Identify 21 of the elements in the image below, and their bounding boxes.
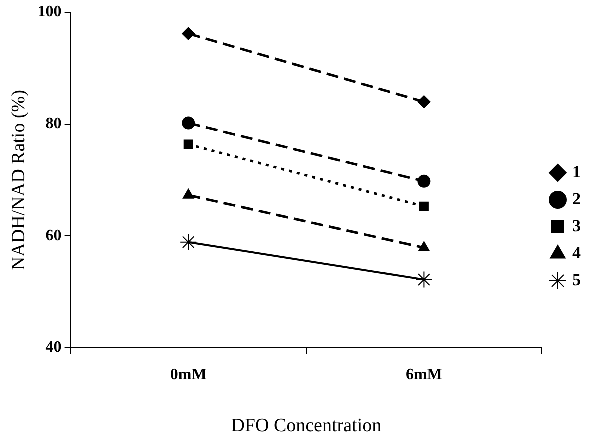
x-tick-label: 6mM: [406, 366, 442, 384]
legend-label: 4: [572, 243, 582, 262]
y-tick-label: 80: [46, 116, 62, 133]
legend-label: 5: [572, 270, 581, 290]
point: [418, 174, 431, 188]
point: [184, 140, 194, 150]
y-tick-label: 60: [46, 227, 62, 244]
x-axis-title: DFO Concentration: [231, 416, 382, 437]
legend-label: 3: [572, 216, 581, 236]
point: [182, 116, 196, 130]
y-axis-title: NADH/NAD Ratio (%): [8, 90, 30, 271]
point: [182, 27, 196, 40]
point: [180, 234, 198, 251]
point: [418, 96, 431, 109]
y-tick-label: 40: [46, 339, 62, 356]
point: [416, 271, 433, 288]
x-tick-label: 0mM: [170, 366, 207, 384]
y-tick-label: 100: [38, 4, 62, 21]
legend-label: 1: [572, 162, 581, 182]
point: [419, 202, 429, 212]
legend-label: 2: [572, 189, 581, 208]
